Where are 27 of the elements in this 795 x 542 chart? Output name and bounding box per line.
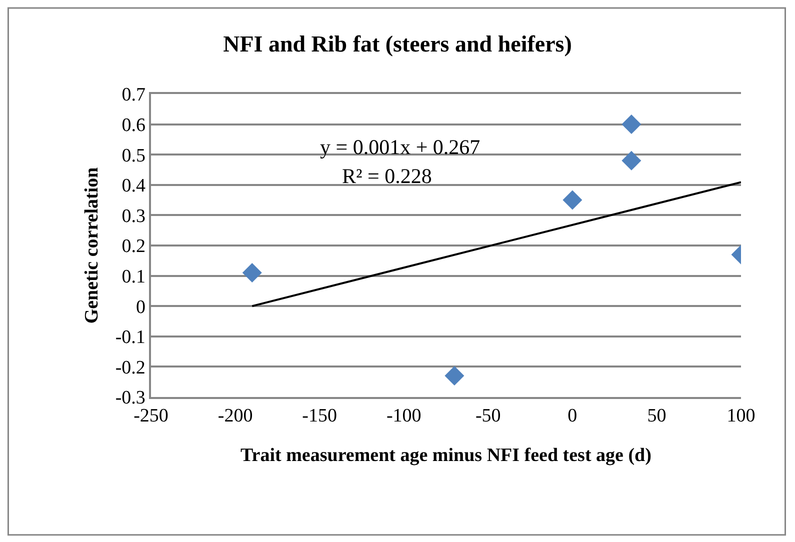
- y-tick-label: 0.5: [122, 145, 146, 166]
- x-axis-title: Trait measurement age minus NFI feed test age (d): [240, 444, 652, 466]
- point: [242, 263, 262, 283]
- y-tick-label: 0.3: [122, 206, 146, 227]
- x-tick-label: 0: [568, 406, 578, 427]
- y-tick-label: 0: [136, 296, 146, 318]
- y-tick-label: 0.4: [122, 176, 146, 197]
- x-tick-label: -50: [475, 406, 501, 427]
- y-tick-label: 0.7: [122, 84, 146, 106]
- y-tick-label: 0.1: [122, 266, 146, 288]
- x-tick-label: -100: [386, 406, 422, 427]
- point: [562, 190, 582, 210]
- chart-title: NFI and Rib fat (steers and heifers): [223, 31, 572, 56]
- x-tick-label: 100: [726, 406, 756, 427]
- annotation: y = 0.001x + 0.267: [320, 135, 480, 159]
- y-tick-label: 0.2: [122, 236, 146, 258]
- point: [622, 150, 642, 170]
- y-tick-label: -0.2: [115, 357, 146, 378]
- x-tick-label: -150: [302, 406, 337, 427]
- point: [622, 114, 642, 134]
- y-axis-title: Genetic correlation: [82, 166, 103, 324]
- y-tick-label: -0.1: [115, 327, 146, 348]
- x-tick-label: 50: [647, 406, 666, 427]
- x-tick-label: -200: [218, 406, 253, 427]
- point: [444, 366, 464, 386]
- y-tick-label: 0.6: [122, 114, 146, 136]
- annotation: R² = 0.228: [342, 164, 432, 188]
